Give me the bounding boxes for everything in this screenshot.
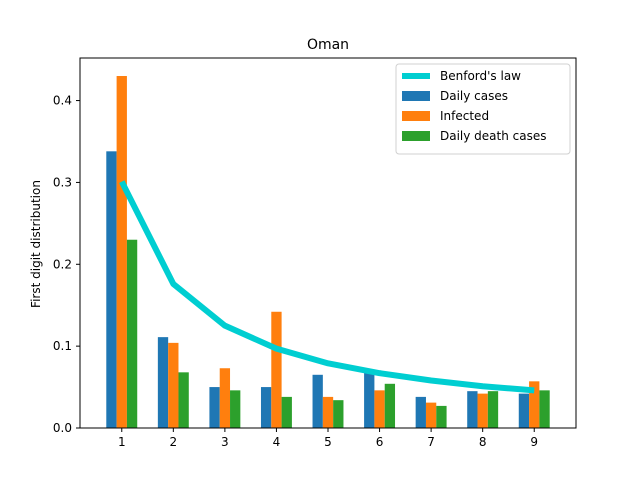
bar-daily-cases-3 <box>209 387 220 428</box>
x-tick-label: 7 <box>427 435 435 449</box>
legend-swatch-daily-cases <box>402 91 430 101</box>
bar-daily-death-cases-4 <box>281 396 292 428</box>
bar-infected-6 <box>374 390 385 428</box>
bar-daily-cases-5 <box>312 374 323 428</box>
y-tick-label: 0.3 <box>53 175 72 189</box>
legend-label-benford-s-law: Benford's law <box>440 69 521 83</box>
bar-daily-cases-1 <box>106 151 117 428</box>
x-tick-label: 8 <box>479 435 487 449</box>
bar-daily-death-cases-8 <box>487 391 499 428</box>
line-benfords-law <box>119 180 535 394</box>
bar-daily-cases-2 <box>157 337 169 428</box>
bar-daily-cases-9 <box>518 393 530 428</box>
bar-infected-3 <box>219 368 231 428</box>
x-tick-label: 5 <box>324 435 332 449</box>
chart-title: Oman <box>307 37 349 53</box>
bar-daily-death-cases-5 <box>333 400 344 428</box>
bar-infected-9 <box>529 381 540 428</box>
bar-daily-death-cases-2 <box>178 372 189 428</box>
bar-daily-cases-6 <box>364 372 375 428</box>
x-tick-label: 3 <box>221 435 229 449</box>
bar-infected-4 <box>271 311 282 428</box>
legend-swatch-infected <box>402 111 430 121</box>
bar-daily-death-cases-6 <box>384 383 396 428</box>
bar-infected-5 <box>322 396 334 428</box>
bar-infected-1 <box>116 76 127 428</box>
y-tick-label: 0.1 <box>53 339 72 353</box>
bar-daily-cases-7 <box>415 396 426 428</box>
y-tick-label: 0.4 <box>53 94 72 108</box>
legend: Benford's law Daily cases Infected Daily de… <box>395 63 571 155</box>
bar-daily-cases-8 <box>467 391 478 428</box>
plot-area: 1 2 3 4 5 6 7 8 9 0.0 0.1 0.2 0.3 0.4 <box>53 57 577 449</box>
x-tick-label: 9 <box>530 435 538 449</box>
bar-infected-2 <box>168 342 179 428</box>
legend-label-infected: Infected <box>440 109 489 123</box>
bar-daily-death-cases-9 <box>539 390 550 428</box>
x-tick-label: 1 <box>118 435 126 449</box>
legend-swatch-daily-death-cases <box>402 131 430 141</box>
x-tick-label: 6 <box>376 435 384 449</box>
bar-infected-7 <box>425 402 437 428</box>
bar-daily-cases-4 <box>260 387 272 428</box>
legend-label-daily-death-cases: Daily death cases <box>440 129 547 143</box>
bar-infected-8 <box>477 393 488 428</box>
bar-daily-death-cases-1 <box>126 239 138 428</box>
bar-daily-death-cases-3 <box>230 390 241 428</box>
y-axis-label: First digit distribution <box>29 180 43 308</box>
legend-box <box>395 63 571 155</box>
bar-daily-death-cases-7 <box>436 405 447 428</box>
legend-label-daily-cases: Daily cases <box>440 89 508 103</box>
x-tick-label: 2 <box>170 435 178 449</box>
x-tick-label: 4 <box>273 435 281 449</box>
y-tick-label: 0.0 <box>53 421 72 435</box>
y-tick-label: 0.2 <box>53 257 72 271</box>
